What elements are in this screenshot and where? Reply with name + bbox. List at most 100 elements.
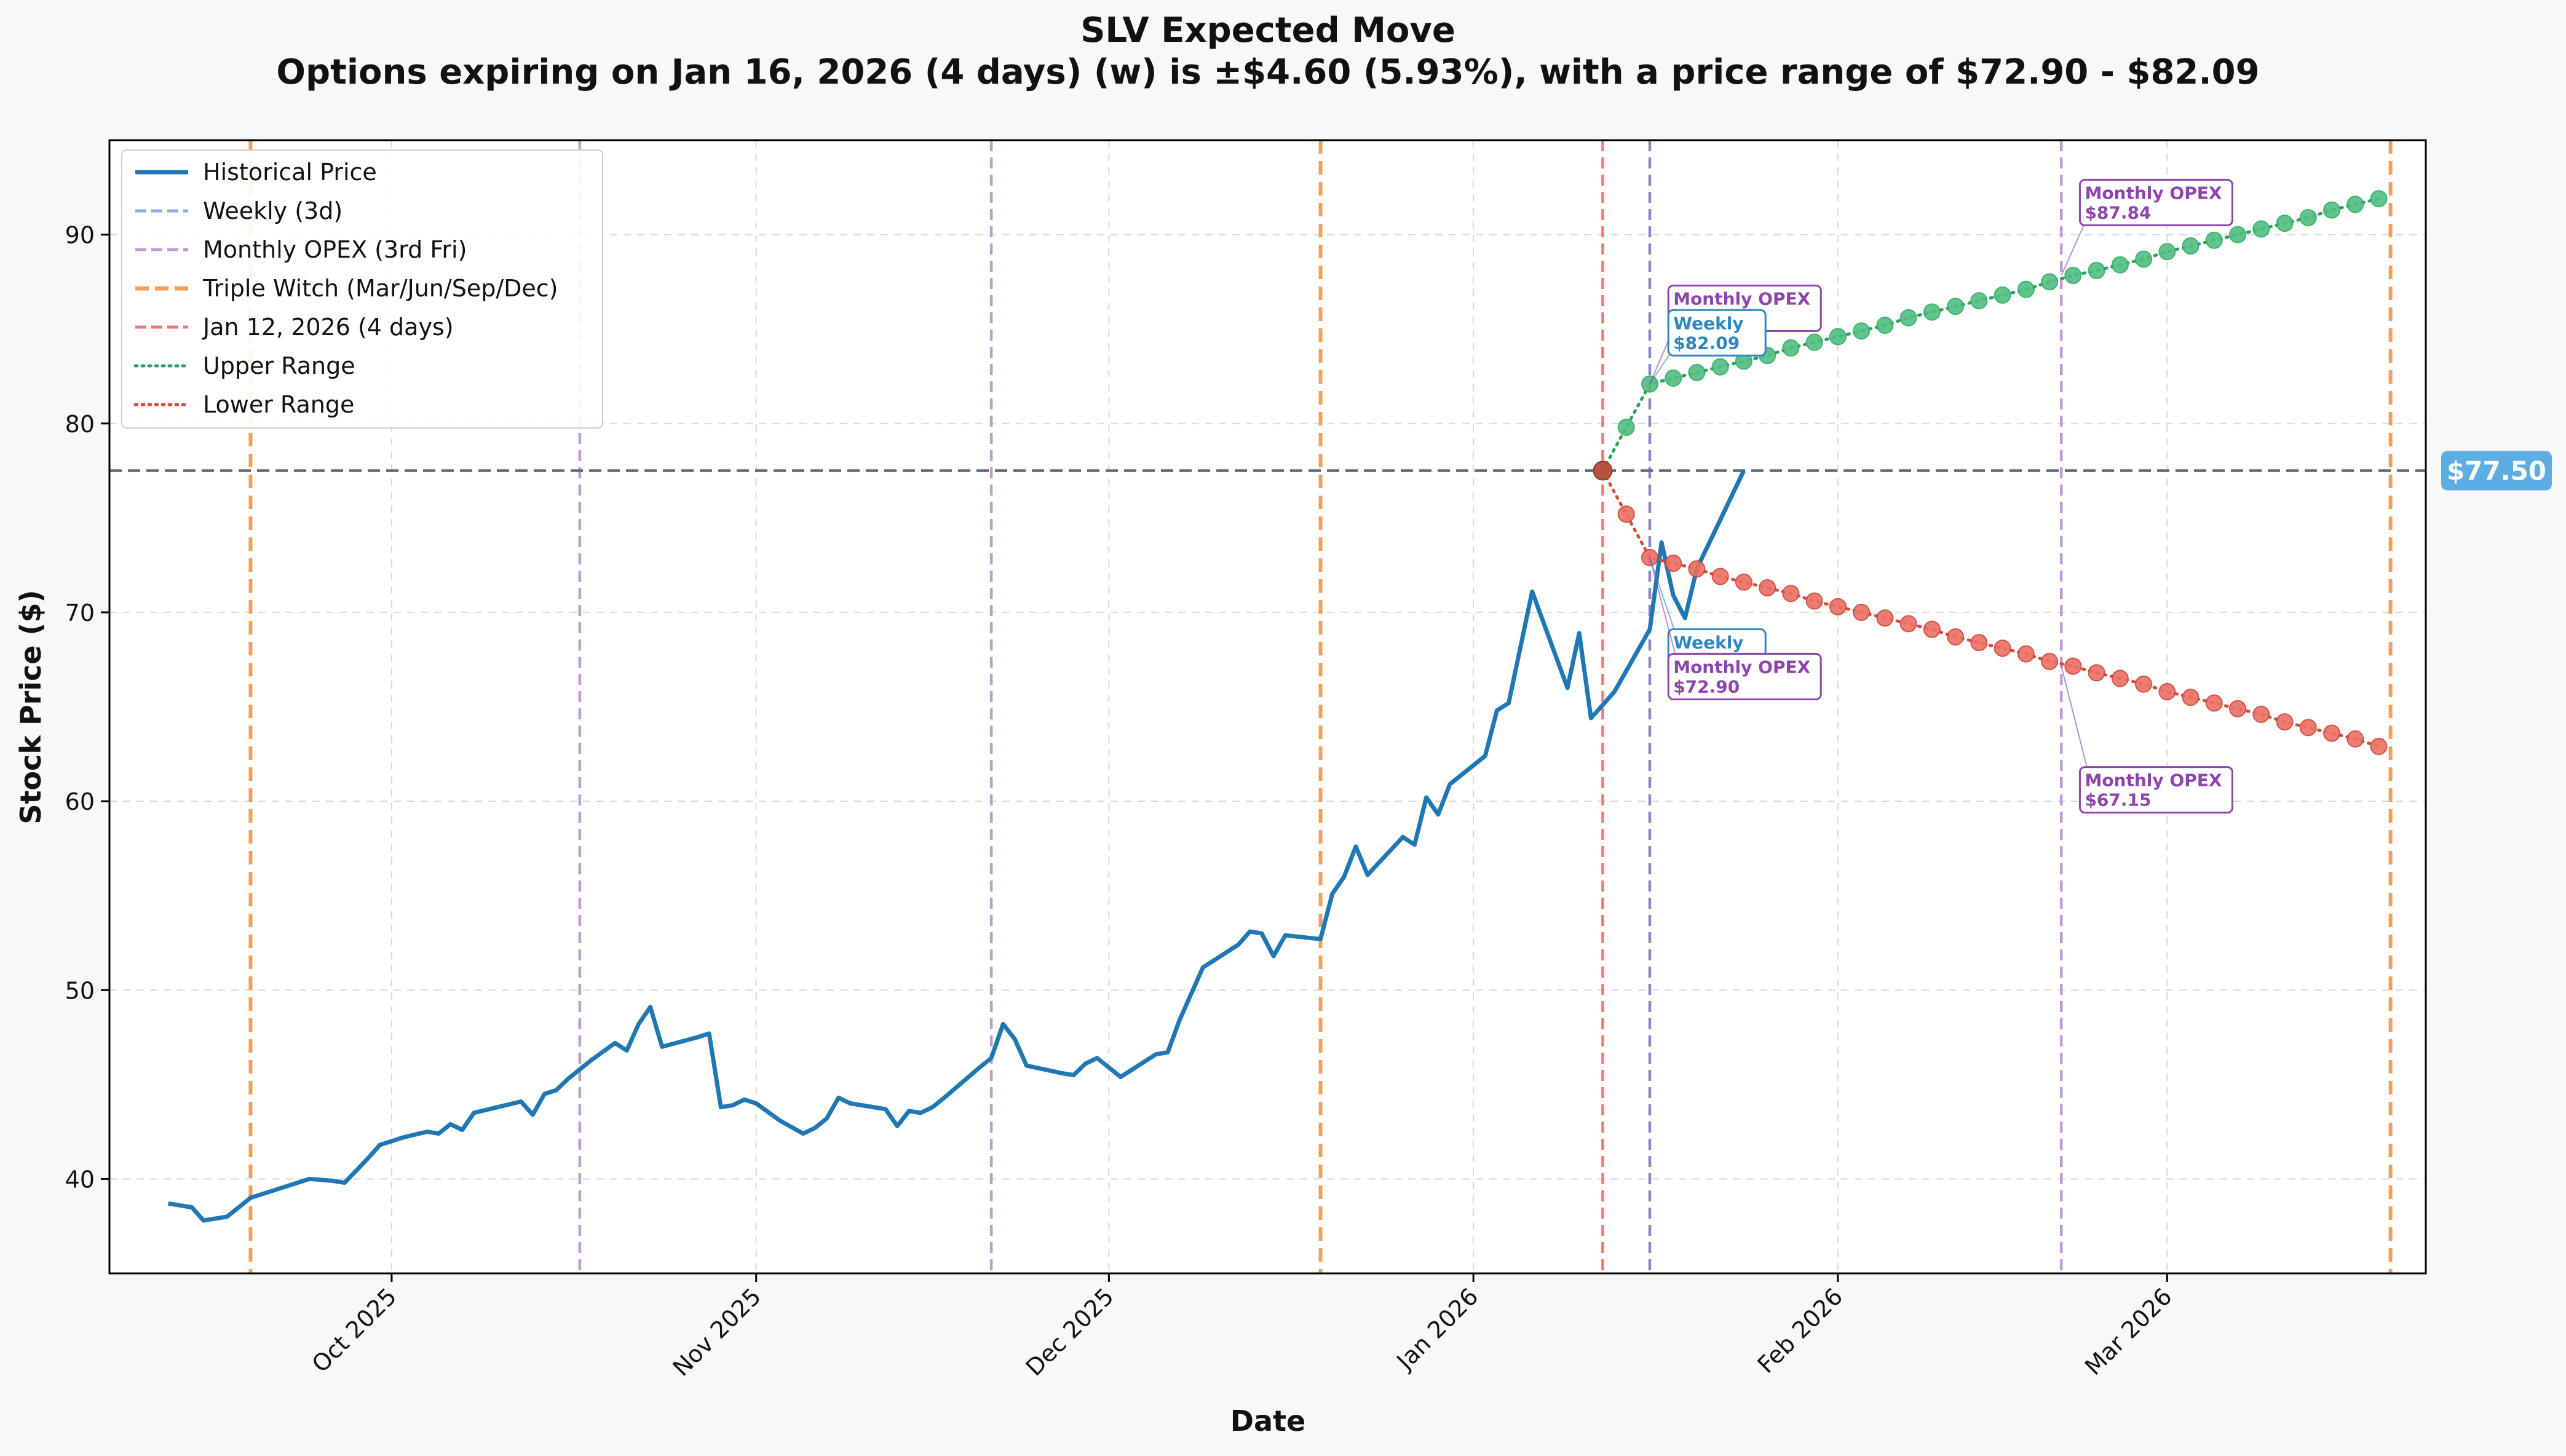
y-tick-label: 50	[65, 977, 95, 1004]
x-tick-label: Oct 2025	[307, 1283, 402, 1378]
upper-range-point	[2088, 261, 2105, 279]
upper-range-point	[1970, 292, 1988, 310]
upper-range-point	[2111, 256, 2129, 274]
annotation-title: Monthly OPEX	[1673, 657, 1810, 677]
lower-range-point	[1994, 639, 2011, 657]
annotation-box	[2078, 766, 2233, 814]
annotation-value: $72.90	[1673, 676, 1740, 697]
legend-box	[121, 149, 603, 429]
x-tick-label: Jan 2026	[1391, 1283, 1484, 1375]
upper-range-line	[1601, 197, 2380, 472]
x-tick-label: Feb 2026	[1752, 1283, 1848, 1379]
lower-range-line	[1601, 469, 2380, 748]
lower-range-point	[2205, 694, 2223, 712]
chart-title: SLV Expected Move	[1080, 10, 1455, 50]
legend-label: Triple Witch (Mar/Jun/Sep/Dec)	[202, 275, 558, 302]
lower-range-point	[2299, 719, 2317, 737]
lower-range-point	[2017, 645, 2035, 663]
upper-range-point	[1688, 363, 1706, 381]
lower-range-point	[2323, 724, 2341, 742]
upper-range-point	[2135, 250, 2153, 268]
upper-range-point	[2205, 231, 2223, 249]
historical-price-line	[168, 469, 1746, 1223]
annotation-title: Monthly OPEX	[1673, 288, 1810, 309]
lower-range-point	[1617, 505, 1635, 523]
annotation-box	[1667, 309, 1767, 357]
upper-range-point	[1829, 328, 1847, 346]
lower-range-point	[1805, 592, 1823, 610]
annotation-title: Monthly OPEX	[2085, 770, 2222, 791]
y-tick-label: 40	[65, 1166, 95, 1193]
current-price-badge	[2441, 451, 2552, 491]
upper-range-point	[1711, 358, 1729, 376]
lower-range-point	[2276, 713, 2294, 731]
lower-range-point	[1688, 560, 1706, 578]
legend-label: Weekly (3d)	[203, 197, 343, 224]
lower-range-point	[1876, 609, 1894, 627]
lower-range-point	[2252, 705, 2270, 723]
lower-range-point	[2229, 700, 2247, 718]
lower-range-point	[2370, 738, 2388, 756]
y-tick-label: 90	[65, 222, 95, 249]
legend-label: Historical Price	[203, 159, 377, 186]
upper-range-point	[1923, 303, 1941, 321]
current-price-badge-label: $77.50	[2447, 456, 2546, 486]
annotation-title: Weekly	[1673, 313, 1743, 333]
lower-range-point	[2041, 652, 2059, 670]
lower-range-point	[2346, 730, 2364, 748]
chart-subtitle: Options expiring on Jan 16, 2026 (4 days…	[276, 52, 2259, 92]
marker-layer	[1593, 190, 2388, 756]
upper-range-point	[2252, 220, 2270, 238]
legend-label: Monthly OPEX (3rd Fri)	[203, 236, 467, 263]
legend-label: Upper Range	[203, 352, 355, 379]
legend-label: Lower Range	[203, 391, 354, 418]
y-axis-label: Stock Price ($)	[14, 590, 47, 824]
upper-range-point	[1853, 322, 1871, 340]
upper-range-point	[2229, 226, 2247, 243]
annotation-value: $67.15	[2085, 790, 2151, 810]
lower-range-point	[2088, 664, 2105, 682]
lower-range-point	[2158, 682, 2176, 700]
upper-range-point	[2299, 208, 2317, 226]
y-tick-label: 80	[65, 411, 95, 438]
lower-range-point	[1735, 573, 1752, 591]
annotation-box	[1667, 652, 1822, 700]
annotation-value: $82.09	[1673, 333, 1740, 353]
annotation-title: Weekly	[1673, 632, 1743, 652]
y-tick-label: 70	[65, 599, 95, 627]
x-tick-label: Nov 2025	[668, 1283, 766, 1381]
lower-range-point	[2135, 675, 2153, 693]
upper-range-point	[1805, 333, 1823, 351]
lower-range-point	[1711, 568, 1729, 585]
lower-range-point	[1829, 598, 1847, 615]
upper-range-point	[1947, 298, 1965, 315]
upper-range-point	[2276, 215, 2294, 232]
upper-range-point	[2017, 280, 2035, 298]
lower-range-point	[1947, 628, 1965, 646]
lower-range-point	[1853, 603, 1871, 621]
upper-range-point	[2323, 201, 2341, 219]
upper-range-point	[2346, 196, 2364, 213]
upper-range-point	[2158, 243, 2176, 261]
price-badge-layer: $77.50	[2441, 451, 2552, 491]
series-layer	[168, 197, 2380, 1223]
upper-range-point	[2041, 273, 2059, 291]
lower-range-point	[1970, 634, 1988, 652]
annotation-title: Monthly OPEX	[2085, 183, 2222, 203]
plot-frame	[108, 139, 2427, 1275]
lower-range-point	[2111, 670, 2129, 687]
legend: Historical Price Weekly (3d) Monthly OPEX …	[121, 149, 603, 429]
upper-range-point	[1665, 370, 1682, 387]
lower-range-point	[1759, 579, 1776, 596]
upper-range-point	[1876, 317, 1894, 334]
lower-range-point	[1899, 615, 1917, 633]
annotation-box	[2078, 178, 2233, 226]
annotation-leader	[2061, 666, 2092, 783]
x-tick-label: Mar 2026	[2080, 1283, 2177, 1380]
upper-range-point	[2064, 266, 2082, 284]
upper-range-point	[1899, 309, 1917, 326]
y-tick-label: 60	[65, 788, 95, 815]
lower-range-point	[1923, 620, 1941, 638]
